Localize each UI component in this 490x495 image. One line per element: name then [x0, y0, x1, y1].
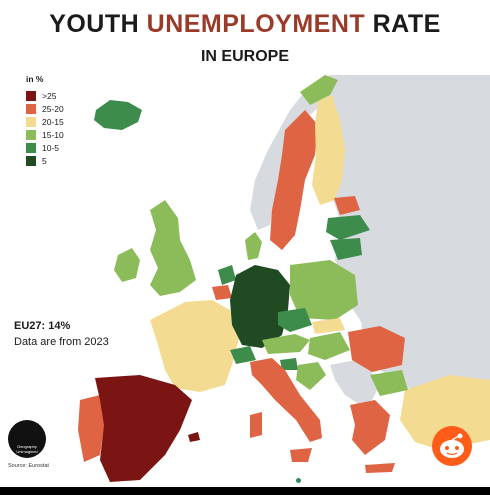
region-bulgaria	[370, 370, 408, 396]
legend-item: 5	[26, 155, 64, 167]
region-italy	[250, 358, 322, 442]
legend-item: 20-15	[26, 116, 64, 128]
region-iceland	[94, 100, 142, 130]
region-hungary	[308, 332, 350, 360]
region-belgium	[212, 285, 232, 300]
legend-item: >25	[26, 90, 64, 102]
region-poland	[290, 260, 358, 320]
region-lithuania	[330, 238, 362, 260]
region-slovenia	[280, 358, 298, 370]
region-ireland	[114, 248, 140, 282]
legend-item: 25-20	[26, 103, 64, 115]
globe-logo-icon: Geography Unimagined	[8, 420, 46, 458]
region-greece	[350, 400, 390, 455]
region-austria	[262, 334, 310, 354]
region-croatia	[296, 362, 326, 390]
legend-swatch	[26, 156, 36, 166]
bottom-bar	[0, 487, 490, 495]
logo-text: Geography Unimagined	[16, 444, 38, 454]
legend-label: 20-15	[42, 117, 64, 127]
region-slovakia	[312, 318, 345, 334]
region-france	[150, 300, 240, 392]
legend-title: in %	[26, 74, 44, 84]
source-note: Source: Eurostat	[8, 463, 49, 469]
region-uk	[150, 200, 196, 296]
carousel-dot[interactable]	[296, 478, 301, 483]
region-portugal	[78, 395, 105, 462]
legend-label: 10-5	[42, 143, 60, 153]
region-norway	[250, 75, 332, 230]
region-sicily	[290, 448, 312, 462]
region-netherlands	[218, 265, 236, 285]
region-estonia	[334, 196, 360, 215]
region-sweden	[270, 110, 318, 250]
legend-item: 15-10	[26, 129, 64, 141]
legend-swatch	[26, 130, 36, 140]
map-svg	[78, 75, 490, 482]
region-latvia	[326, 215, 370, 240]
region-czechia	[278, 308, 312, 332]
region-balkans-nonEU	[330, 360, 380, 405]
region-balearic	[188, 432, 200, 442]
legend-swatch	[26, 143, 36, 153]
title-part-1: YOUTH	[49, 10, 147, 38]
map-legend: in % >25 25-20 20-15 15-10 10-5 5	[26, 74, 64, 168]
region-crete	[365, 463, 395, 473]
title-part-2: RATE	[365, 10, 441, 38]
legend-swatch	[26, 104, 36, 114]
reddit-icon[interactable]	[432, 426, 472, 466]
legend-swatch	[26, 117, 36, 127]
legend-label: >25	[42, 91, 57, 101]
legend-label: 25-20	[42, 104, 64, 114]
eu27-stat: EU27: 14%	[14, 320, 71, 332]
region-denmark	[245, 232, 262, 260]
legend-swatch	[26, 91, 36, 101]
region-romania	[348, 326, 405, 372]
region-spain	[95, 375, 192, 482]
title-highlight: UNEMPLOYMENT	[146, 10, 366, 38]
region-germany	[230, 265, 290, 348]
reddit-icon-svg	[440, 433, 464, 458]
legend-label: 15-10	[42, 130, 64, 140]
region-switzerland	[230, 346, 256, 364]
legend-label: 5	[42, 156, 47, 166]
region-norway-north	[300, 75, 338, 105]
europe-map	[0, 70, 490, 495]
legend-item: 10-5	[26, 142, 64, 154]
page-subtitle: IN EUROPE	[200, 48, 289, 65]
region-sardinia	[250, 412, 262, 438]
data-year-note: Data are from 2023	[14, 336, 109, 348]
page-title: YOUTH UNEMPLOYMENT RATE	[0, 10, 490, 39]
region-turkey	[400, 375, 490, 450]
region-finland	[312, 95, 345, 205]
